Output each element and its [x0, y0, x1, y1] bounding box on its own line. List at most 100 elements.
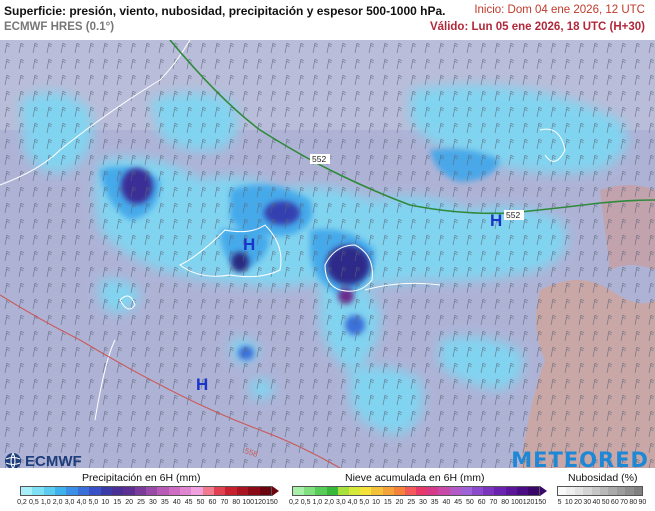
snow-legend-swatch: [326, 487, 338, 495]
cloud-legend-tick: 20: [574, 499, 582, 506]
wind-barbs: [0, 40, 655, 468]
precip-legend-swatch: [111, 487, 124, 495]
precip-legend-tick: 25: [137, 499, 145, 506]
precip-legend-tick: 30: [149, 499, 157, 506]
ecmwf-globe-icon: [5, 452, 21, 470]
cloud-legend-swatch: [616, 487, 626, 495]
model-name: ECMWF HRES (0.1°): [4, 21, 115, 33]
snow-legend-tick: 2,0: [324, 499, 334, 506]
precip-legend-arrow: [272, 486, 279, 496]
snow-legend-tick: 50: [465, 499, 474, 506]
precip-legend-tick: 10: [101, 499, 110, 506]
cloud-legend-bar: [557, 486, 643, 496]
precip-legend-swatch: [77, 487, 90, 495]
precip-legend-tick: 50: [196, 499, 205, 506]
snow-legend-swatch: [304, 487, 316, 495]
snow-legend-swatch: [516, 487, 528, 495]
snow-legend-tick: 4,0: [347, 499, 358, 506]
valid-time: Válido: Lun 05 ene 2026, 18 UTC (H+30): [429, 21, 645, 33]
precip-legend-tick: 5,0: [88, 499, 99, 506]
snow-legend-tick: 0,2: [289, 499, 299, 506]
precip-legend-swatch: [55, 487, 67, 495]
contour-label: 552: [506, 210, 520, 220]
cloud-legend-swatch: [583, 487, 592, 495]
snow-legend-swatch: [315, 487, 327, 495]
map-title: Superficie: presión, viento, nubosidad, …: [4, 4, 446, 18]
precip-legend-swatch: [157, 487, 169, 495]
precip-legend-bar: [20, 486, 272, 496]
snow-legend-tick: 3,0: [335, 499, 346, 506]
precip-legend-swatch: [202, 487, 215, 495]
snow-legend-swatch: [371, 487, 383, 495]
snow-legend-swatch: [348, 487, 361, 495]
precip-legend-tick: 100: [242, 499, 255, 506]
cloud-legend-swatch: [625, 487, 634, 495]
precip-legend-swatch: [123, 487, 135, 495]
snow-legend-swatch: [293, 487, 305, 495]
precip-legend-swatch: [21, 487, 33, 495]
precip-legend-tick: 0,5: [28, 499, 39, 506]
precip-legend-swatch: [66, 487, 78, 495]
cloud-legend-tick: 5: [557, 499, 562, 506]
precip-legend-swatch: [248, 487, 260, 495]
cloud-legend-tick: 50: [601, 499, 610, 506]
contour-label-bg: [504, 210, 524, 220]
header: Superficie: presión, viento, nubosidad, …: [0, 0, 655, 40]
precip-legend-swatch: [32, 487, 44, 495]
precip-legend-tick: 70: [220, 499, 229, 506]
snow-legend-tick: 60: [477, 499, 486, 506]
snow-legend-tick: 45: [454, 499, 463, 506]
precip-legend-swatch: [225, 487, 237, 495]
snow-legend-tick: 25: [407, 499, 416, 506]
cloud-legend-tick: 10: [564, 499, 573, 506]
cloud-legend-swatch: [600, 487, 609, 495]
precip-legend-tick: 45: [184, 499, 193, 506]
snow-legend-tick: 35: [430, 499, 439, 506]
cloud-legend-tick: 90: [638, 499, 647, 506]
snow-legend-swatch: [337, 487, 349, 495]
precip-legend-swatch: [43, 487, 56, 495]
cloud-legend-title: Nubosidad (%): [568, 472, 638, 484]
precip-legend-tick: 40: [172, 499, 181, 506]
high-pressure-marker: H: [490, 211, 502, 230]
snow-legend-tick: 100: [510, 499, 523, 506]
snow-legend-tick: 10: [372, 499, 380, 506]
contour-label-bg: [310, 154, 330, 164]
cloud-legend-swatch: [633, 487, 643, 495]
high-pressure-marker: H: [243, 235, 255, 254]
precip-legend-swatch: [145, 487, 158, 495]
ecmwf-text: ECMWF: [25, 452, 82, 470]
coastlines: [0, 40, 566, 421]
snow-legend-swatch: [393, 487, 405, 495]
snow-legend-tick: 20: [395, 499, 404, 506]
snow-legend-tick: 30: [419, 499, 427, 506]
precip-legend-tick: 15: [113, 499, 122, 506]
contour-label: 558: [243, 446, 259, 459]
precip-legend-tick: 1,0: [40, 499, 51, 506]
precip-legend-tick: 60: [208, 499, 217, 506]
cloud-legend-swatch: [558, 487, 567, 495]
snow-legend-arrow: [540, 486, 547, 496]
precip-legend-swatch: [180, 487, 192, 495]
thickness-contour-green: [169, 40, 655, 215]
snow-legend-ticks: 0,2 0,5 1,0 2,0 3,0 4,0 5,0 10 15 20 25 30 35 40 45 50 6…: [288, 499, 546, 506]
ecmwf-logo: ECMWF: [4, 452, 82, 470]
snow-legend-swatch: [427, 487, 439, 495]
snow-legend-tick: 5,0: [359, 499, 370, 506]
precip-legend-tick: 80: [232, 499, 241, 506]
snow-legend-tick: 40: [442, 499, 451, 506]
high-pressure-marker: H: [196, 375, 208, 394]
snow-legend-swatch: [438, 487, 450, 495]
precip-legend-swatch: [191, 487, 203, 495]
snow-legend-title: Nieve acumulada en 6H (mm): [345, 472, 485, 484]
cloud-legend-tick: 30: [583, 499, 592, 506]
cloud-legend-swatch: [591, 487, 601, 495]
snow-legend-tick: 1,0: [312, 499, 323, 506]
precip-legend-title: Precipitación en 6H (mm): [82, 472, 201, 484]
cloud-legend-ticks: 5 10 20 30 40 50 60 70 80 90: [555, 499, 647, 506]
snow-legend-swatch: [472, 487, 484, 495]
snow-legend-swatch: [494, 487, 506, 495]
cloud-legend-tick: 80: [629, 499, 638, 506]
cloud-legend-swatch: [566, 487, 575, 495]
forecast-map[interactable]: H H H 552 552 558: [0, 40, 655, 468]
